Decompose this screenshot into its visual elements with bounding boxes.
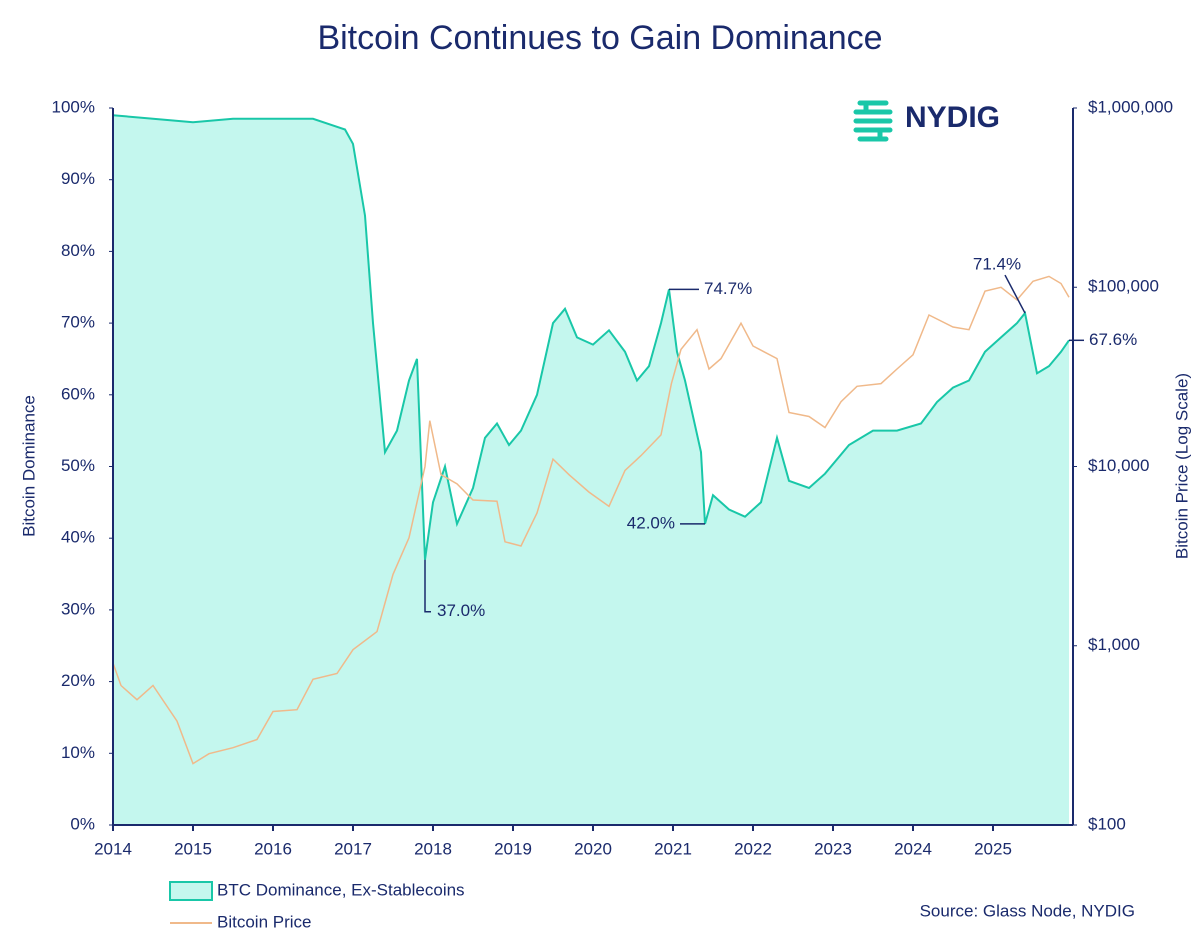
x-tick-label: 2023 bbox=[814, 839, 852, 858]
x-tick-label: 2025 bbox=[974, 839, 1012, 858]
x-tick-label: 2021 bbox=[654, 839, 692, 858]
annotation-leader bbox=[1004, 274, 1026, 314]
y-tick-label: 60% bbox=[61, 384, 95, 403]
logo-icon bbox=[853, 100, 893, 142]
y-tick-label: 10% bbox=[61, 743, 95, 762]
annotation-label: 74.7% bbox=[704, 279, 752, 298]
x-tick-label: 2017 bbox=[334, 839, 372, 858]
x-tick-label: 2014 bbox=[94, 839, 132, 858]
x-tick-label: 2018 bbox=[414, 839, 452, 858]
x-tick-label: 2019 bbox=[494, 839, 532, 858]
legend-swatch bbox=[169, 881, 213, 901]
source-note: Source: Glass Node, NYDIG bbox=[920, 901, 1135, 920]
x-tick-label: 2022 bbox=[734, 839, 772, 858]
y2-tick-label: $1,000,000 bbox=[1088, 97, 1173, 116]
area-fill bbox=[113, 115, 1069, 825]
annotation-label: 37.0% bbox=[437, 601, 485, 620]
plot-area bbox=[112, 114, 1070, 825]
y-tick-label: 50% bbox=[61, 456, 95, 475]
annotation-label: 71.4% bbox=[973, 255, 1021, 274]
legend-label: BTC Dominance, Ex-Stablecoins bbox=[217, 880, 465, 899]
chart-title: Bitcoin Continues to Gain Dominance bbox=[317, 19, 882, 57]
y2-tick-label: $100,000 bbox=[1088, 277, 1159, 296]
y-axis-title: Bitcoin Dominance bbox=[19, 395, 38, 537]
logo: NYDIG bbox=[853, 100, 1000, 142]
y-tick-label: 90% bbox=[61, 169, 95, 188]
x-tick-label: 2015 bbox=[174, 839, 212, 858]
y-tick-label: 70% bbox=[61, 313, 95, 332]
y2-tick-label: $100 bbox=[1088, 814, 1126, 833]
y-tick-label: 0% bbox=[70, 814, 95, 833]
y2-tick-label: $10,000 bbox=[1088, 456, 1149, 475]
x-tick-label: 2020 bbox=[574, 839, 612, 858]
annotation-leader bbox=[424, 559, 431, 613]
y-tick-label: 40% bbox=[61, 528, 95, 547]
y2-axis-title: Bitcoin Price (Log Scale) bbox=[1172, 373, 1191, 559]
annotation-label: 42.0% bbox=[627, 513, 675, 532]
y-tick-label: 20% bbox=[61, 671, 95, 690]
y-tick-label: 100% bbox=[52, 97, 95, 116]
y-tick-label: 30% bbox=[61, 599, 95, 618]
x-tick-label: 2024 bbox=[894, 839, 932, 858]
x-tick-label: 2016 bbox=[254, 839, 292, 858]
price-line bbox=[112, 275, 1070, 765]
y2-tick-label: $1,000 bbox=[1088, 635, 1140, 654]
legend-label: Bitcoin Price bbox=[217, 912, 311, 931]
logo-text: NYDIG bbox=[905, 101, 1000, 134]
area-line bbox=[112, 114, 1070, 560]
y-tick-label: 80% bbox=[61, 241, 95, 260]
annotation-label: 67.6% bbox=[1089, 330, 1137, 349]
